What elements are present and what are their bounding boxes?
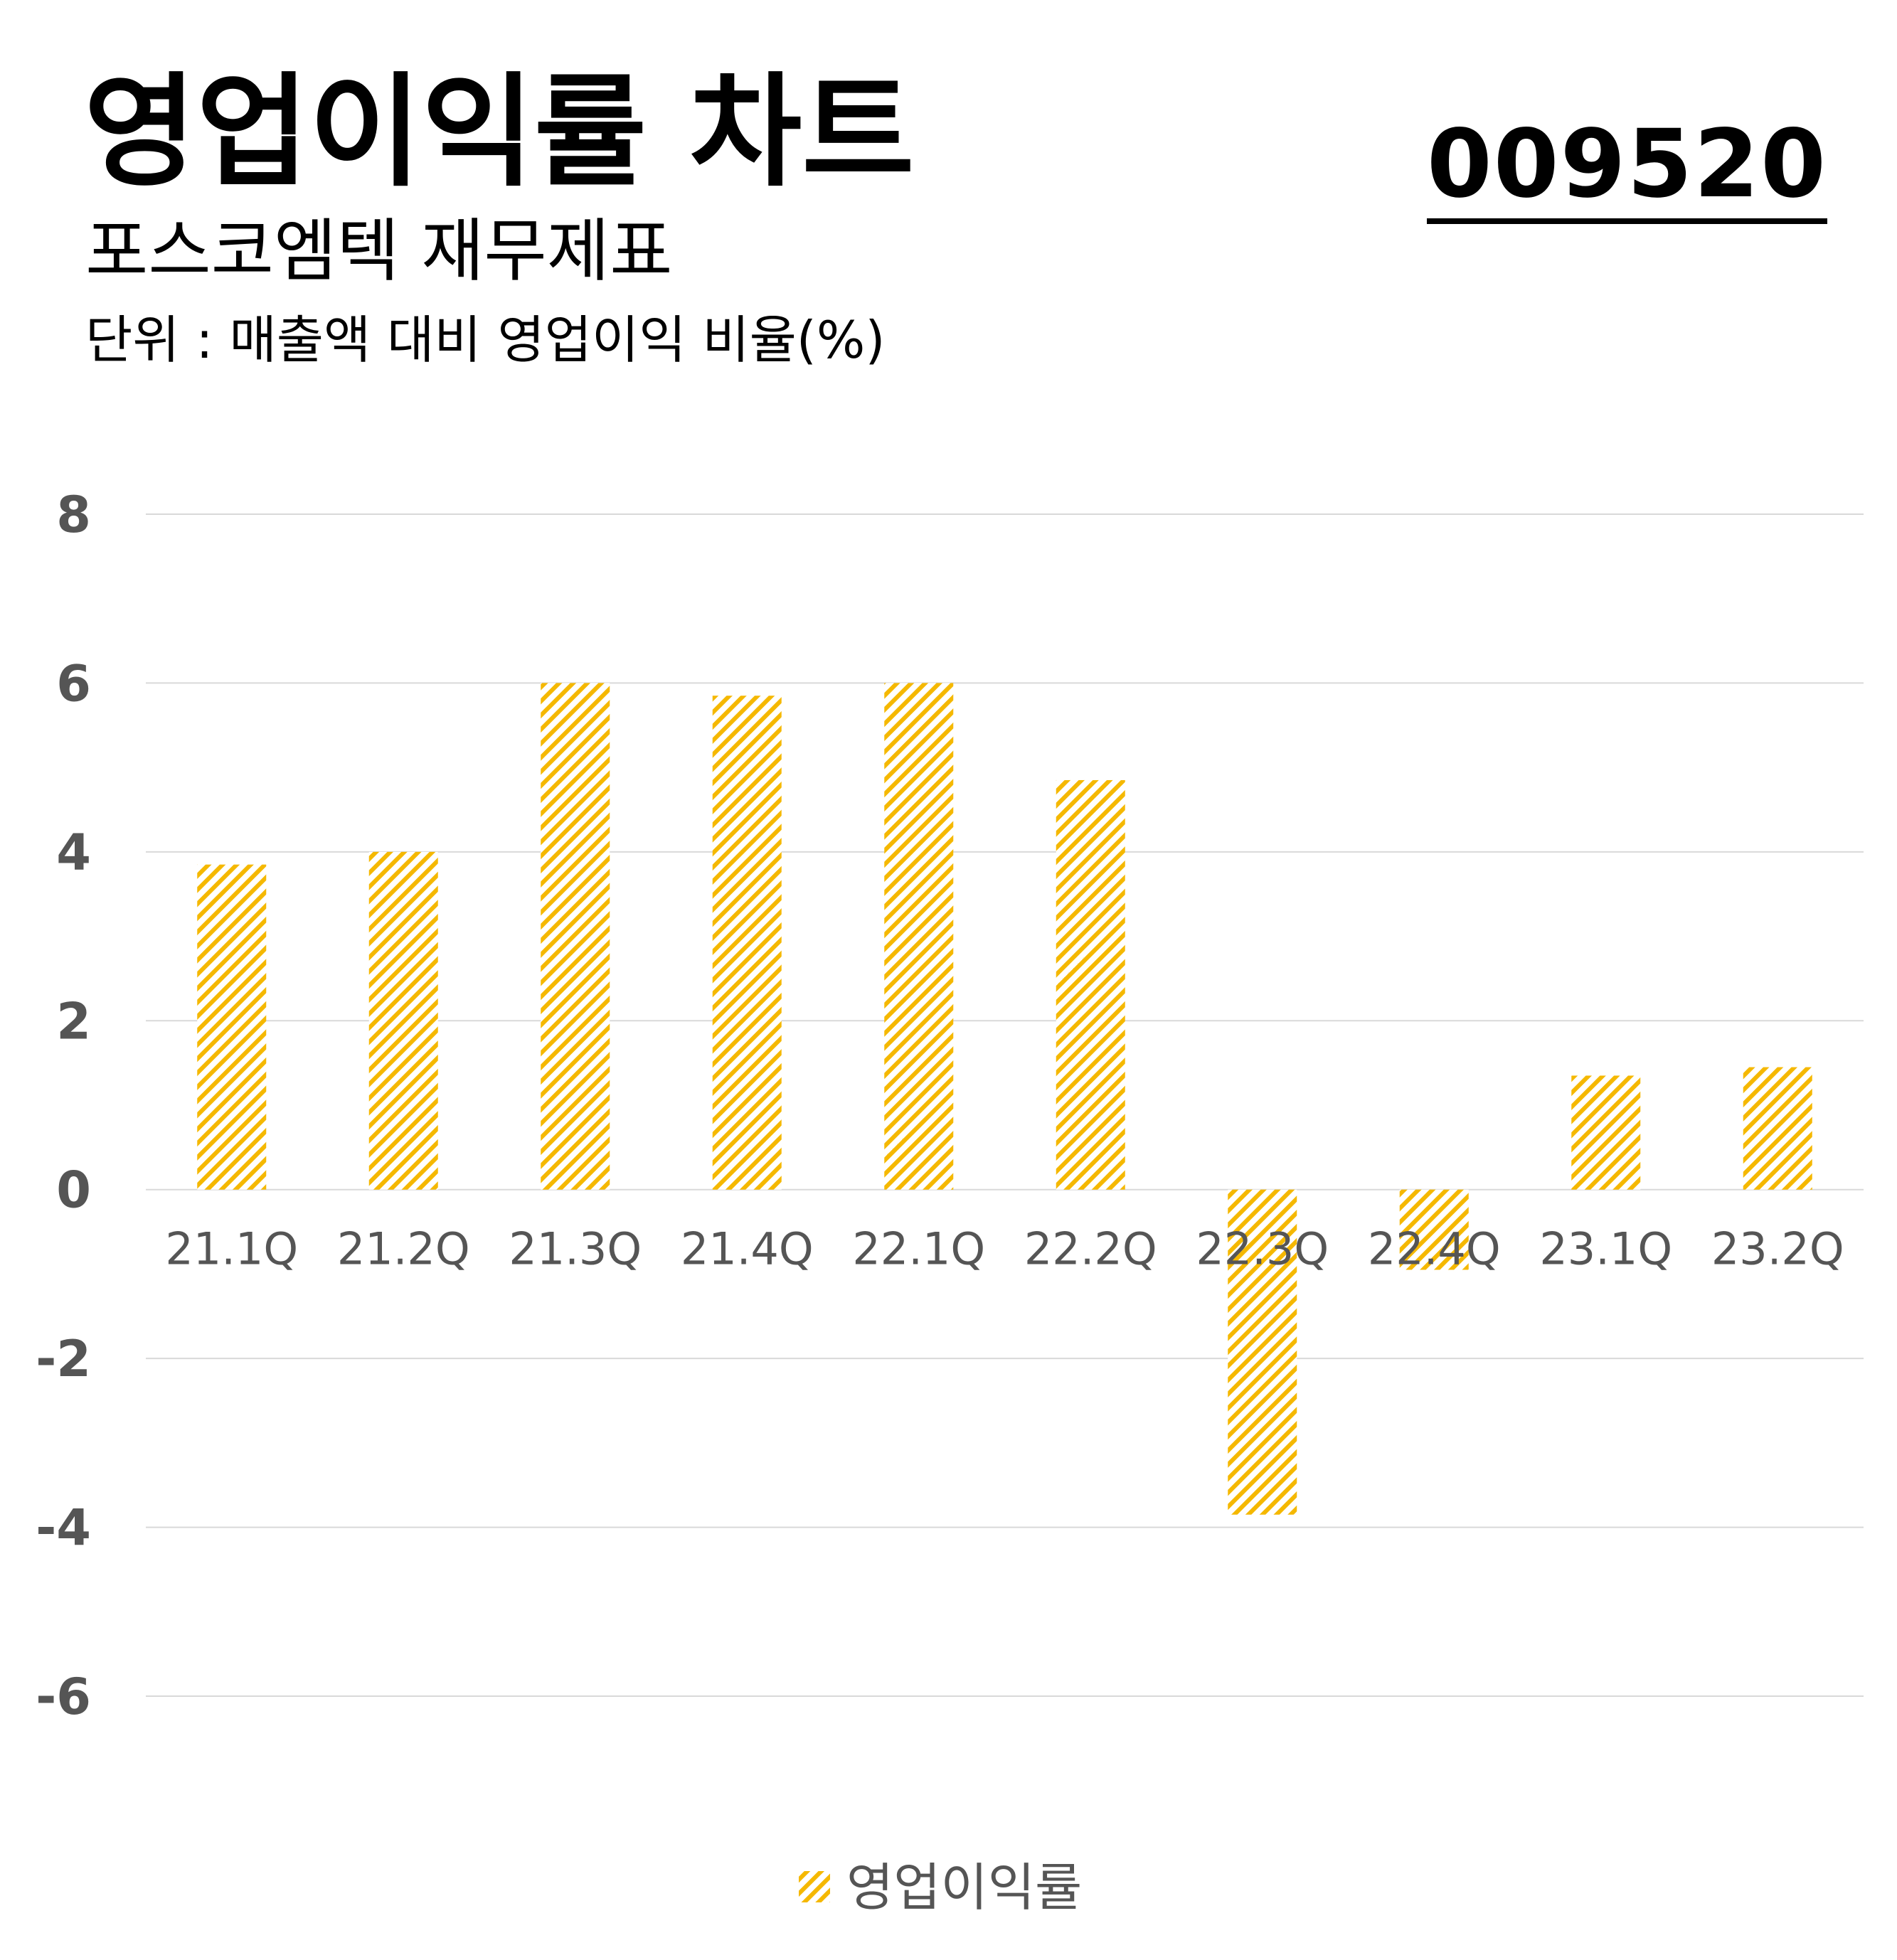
bar-22.1Q	[884, 683, 954, 1190]
y-tick-label: -4	[36, 1499, 91, 1557]
bars	[197, 683, 1812, 1515]
y-tick-label: 0	[56, 1161, 91, 1220]
x-tick-label: 21.4Q	[681, 1223, 814, 1275]
y-tick-label: 2	[56, 992, 91, 1050]
y-tick-label: 6	[56, 654, 91, 713]
x-tick-label: 23.2Q	[1711, 1223, 1844, 1275]
bar-21.4Q	[712, 696, 782, 1190]
y-tick-label: -6	[36, 1668, 91, 1726]
legend: 영업이익률	[799, 1858, 1082, 1917]
unit-label: 단위 : 매출액 대비 영업이익 비율(%)	[85, 310, 886, 370]
bar-22.4Q	[1399, 1189, 1469, 1270]
chart-title: 영업이익률 차트	[84, 60, 915, 203]
y-tick-label: 8	[56, 486, 91, 544]
x-tick-label: 21.2Q	[337, 1223, 470, 1275]
bar-21.1Q	[197, 864, 267, 1190]
chart-subtitle: 포스코엠텍 재무제표	[85, 211, 673, 291]
x-tick-label: 22.4Q	[1368, 1223, 1501, 1275]
bar-22.2Q	[1056, 779, 1125, 1190]
legend-swatch	[799, 1871, 830, 1902]
axis-labels: 8 6 4 2 0 -2 -4 -6 21.1Q 21.2Q 21.3Q 21.4Q 22.1Q 22.2…	[36, 486, 1844, 1726]
bar-23.2Q	[1743, 1067, 1812, 1190]
x-tick-label: 22.1Q	[852, 1223, 985, 1275]
bar-23.1Q	[1571, 1075, 1641, 1190]
y-tick-label: -2	[36, 1330, 91, 1388]
bar-21.2Q	[368, 851, 438, 1190]
y-tick-label: 4	[56, 824, 91, 882]
x-tick-label: 22.2Q	[1024, 1223, 1157, 1275]
bar-21.3Q	[541, 683, 610, 1190]
x-tick-label: 23.1Q	[1539, 1223, 1672, 1275]
bar-22.3Q	[1228, 1189, 1297, 1515]
x-tick-label: 22.3Q	[1196, 1223, 1329, 1275]
x-tick-label: 21.3Q	[509, 1223, 642, 1275]
legend-label: 영업이익률	[846, 1858, 1082, 1917]
x-tick-label: 21.1Q	[165, 1223, 298, 1275]
stock-code: 009520	[1426, 117, 1827, 224]
